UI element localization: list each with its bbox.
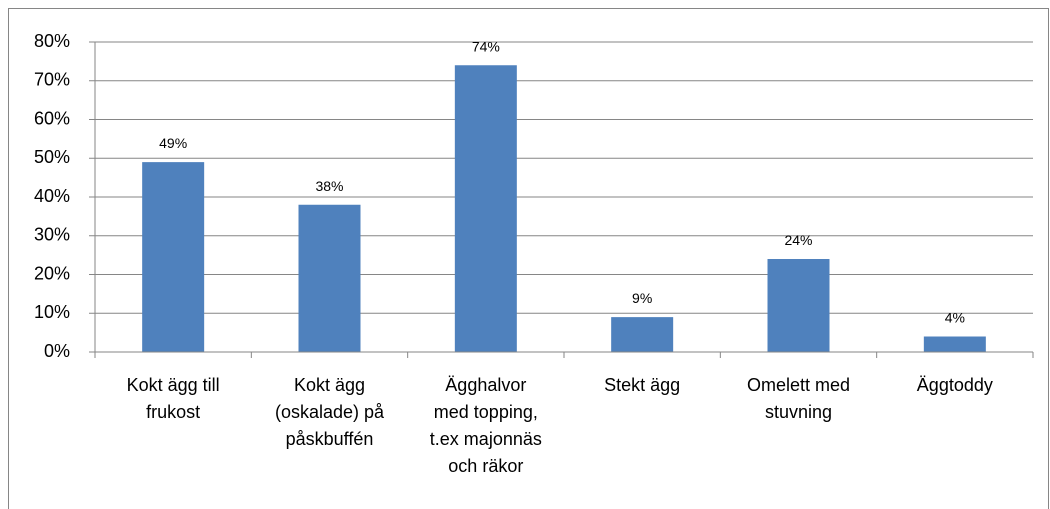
y-tick-label: 70%	[34, 70, 70, 90]
bar	[767, 259, 830, 352]
data-label: 24%	[784, 232, 812, 248]
data-label: 49%	[159, 135, 187, 151]
data-label: 74%	[472, 38, 500, 54]
x-tick-label: Kokt ägg (oskalade) på påskbuffén	[275, 375, 385, 449]
x-tick-label: Stekt ägg	[604, 375, 680, 395]
x-tick-label: Ägghalvor med topping, t.ex majonnäs och rä…	[430, 375, 542, 476]
y-tick-label: 80%	[34, 31, 70, 51]
bar	[923, 336, 986, 352]
y-tick-label: 30%	[34, 225, 70, 245]
y-tick-label: 40%	[34, 186, 70, 206]
x-tick-label: Omelett med stuvning	[747, 375, 850, 422]
y-tick-label: 0%	[44, 341, 70, 361]
x-tick-label: Äggtoddy	[917, 375, 993, 395]
bar	[298, 204, 361, 352]
data-label: 38%	[315, 178, 343, 194]
bar	[611, 317, 674, 352]
data-label: 9%	[632, 290, 652, 306]
data-label: 4%	[945, 310, 965, 326]
bar	[142, 162, 205, 352]
x-tick-label: Kokt ägg till frukost	[127, 375, 220, 422]
y-tick-label: 20%	[34, 263, 70, 283]
bar	[454, 65, 517, 352]
y-tick-label: 10%	[34, 302, 70, 322]
y-tick-label: 60%	[34, 108, 70, 128]
y-tick-label: 50%	[34, 147, 70, 167]
